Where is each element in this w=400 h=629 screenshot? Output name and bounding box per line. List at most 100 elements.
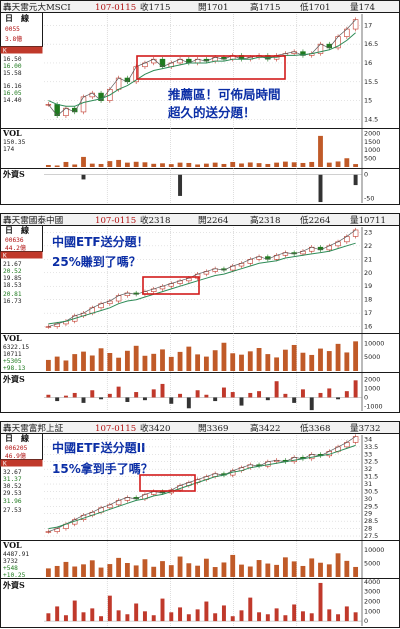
volume-bar	[160, 163, 165, 167]
moving-average-line	[48, 242, 356, 325]
highlight-box	[142, 276, 200, 295]
foreign-bar	[116, 610, 121, 622]
volume-bar	[195, 565, 201, 577]
foreign-bar	[160, 383, 165, 398]
volume-tick-label: 5000	[364, 560, 380, 568]
foreign-bar	[142, 611, 147, 622]
panel-frame	[0, 0, 400, 205]
volume-bar	[256, 348, 262, 371]
volume-bar	[291, 162, 297, 167]
vol-label: VOL	[2, 128, 22, 138]
close-price: 收2318	[140, 214, 170, 226]
volume-tick-label: 2000	[364, 129, 380, 137]
price-level-3: 19.85	[3, 275, 22, 282]
vol-value-1: 4487.91	[3, 551, 29, 558]
foreign-bar	[134, 392, 139, 398]
volume-bar	[45, 359, 51, 371]
foreign-bar	[309, 613, 314, 622]
foreign-bar	[151, 389, 156, 398]
volume-bar	[247, 351, 253, 371]
foreign-bar	[63, 395, 68, 398]
foreign-bar	[151, 615, 156, 622]
volume-bar	[203, 558, 209, 577]
volume-tick-label: 500	[364, 155, 376, 163]
volume-bar	[318, 135, 323, 167]
foreign-bar	[142, 397, 147, 401]
volume-bar	[186, 162, 192, 167]
volume-bar	[309, 558, 315, 577]
volume-bar	[89, 560, 95, 577]
volume-bar	[326, 351, 332, 371]
volume-bar	[63, 360, 69, 371]
note-line-2: 超久的送分題！	[167, 105, 256, 120]
volume-bar	[81, 564, 86, 577]
foreign-bar	[81, 612, 86, 622]
foreign-bar	[318, 392, 323, 398]
volume-bar	[300, 565, 306, 577]
vol-value-3: +5305	[3, 358, 22, 365]
volume-bar	[212, 162, 218, 167]
date: 107-0115	[95, 424, 136, 434]
volume-bar	[177, 556, 183, 577]
foreign-tick-label: 2000	[364, 375, 380, 383]
price-level-6: 14.40	[3, 97, 22, 104]
volume-bar	[282, 161, 288, 167]
price-tick-label: 16.5	[364, 40, 378, 48]
price-level-4: 29.53	[3, 490, 22, 497]
volume-tick-label: 5000	[364, 353, 380, 361]
foreign-bar	[125, 397, 130, 402]
foreign-tick-label: -50	[364, 194, 374, 202]
foreign-bar	[274, 608, 279, 622]
volume-total: 量174	[350, 2, 376, 13]
volume-bar	[98, 567, 104, 577]
foreign-bar	[195, 609, 200, 622]
frequency-label: 日 線	[5, 433, 29, 443]
foreign-bar	[344, 606, 349, 622]
foreign-bar	[239, 397, 244, 406]
volume-bar	[344, 560, 350, 577]
price-tick-label: 33	[364, 450, 372, 458]
volume-bar	[221, 562, 227, 577]
volume-bar	[309, 354, 315, 371]
price-tick-label: 29.5	[364, 502, 378, 510]
foreign-bar	[55, 397, 60, 402]
price-level-5: 31.96	[3, 498, 22, 505]
candle-body	[352, 19, 359, 30]
foreign-bar	[55, 606, 60, 622]
volume-bar	[195, 164, 201, 167]
foreign-bar	[309, 397, 314, 411]
volume-bar	[274, 162, 280, 167]
volume-bar	[63, 161, 69, 167]
foreign-bar	[90, 390, 95, 398]
price-level-1: 32.67	[3, 469, 22, 476]
foreign-bar	[327, 609, 332, 622]
volume-bar	[133, 345, 139, 371]
volume-total: 量10711	[350, 215, 386, 226]
foreign-bar	[81, 397, 86, 403]
price-level-3: 15.58	[3, 70, 22, 77]
volume-bar	[63, 561, 69, 577]
candle-body	[352, 229, 359, 237]
price-tick-label: 30.5	[364, 487, 378, 495]
stock-code: 00636	[5, 237, 24, 244]
price-tick-label: 31.5	[364, 473, 378, 481]
volume-bar	[212, 567, 218, 577]
price-tick-label: 23	[364, 228, 372, 236]
panel-msci: 轟天雷元大MSCI 107-0115 收1715 開1701 高1715 低17…	[0, 0, 400, 205]
foreign-bar	[336, 397, 341, 400]
note-line-2: 25%賺到了嗎？	[52, 254, 141, 269]
foreign-bar	[186, 614, 191, 622]
volume-bar	[326, 162, 332, 167]
foreign-bar	[274, 381, 279, 398]
price-tick-label: 20	[364, 269, 372, 277]
moving-average-line	[48, 32, 356, 107]
low-price: 低1701	[300, 1, 330, 13]
volume-bar	[151, 353, 157, 371]
volume-bar	[221, 342, 227, 371]
volume-bar	[107, 564, 113, 577]
foreign-tick-label: 1000	[364, 607, 380, 615]
volume-bar	[54, 565, 60, 577]
volume-bar	[168, 356, 174, 371]
vol-value-2: 3732	[3, 558, 18, 565]
candle-body	[352, 436, 359, 443]
